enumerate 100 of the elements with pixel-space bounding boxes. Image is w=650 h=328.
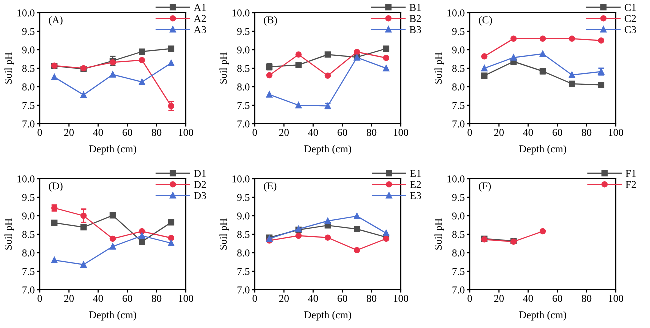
x-axis-title: Depth (cm) <box>519 311 566 321</box>
y-tick-label: 8.0 <box>452 84 465 91</box>
annotation: (C) <box>479 16 492 26</box>
y-tick-label: 9.5 <box>237 194 250 202</box>
x-tick-label: 80 <box>582 129 592 136</box>
x-tick-label: 40 <box>523 129 534 136</box>
y-tick-label: 7.5 <box>452 102 465 110</box>
legend-label: F1 <box>626 170 636 178</box>
x-tick-label: 100 <box>394 129 408 136</box>
annotation: (B) <box>264 16 278 26</box>
x-tick-label: 40 <box>308 129 318 136</box>
x-tick-label: 100 <box>609 129 624 136</box>
y-tick-label: 7.0 <box>22 286 35 294</box>
legend-label: D3 <box>194 192 206 200</box>
annotation: (F) <box>479 182 492 192</box>
y-axis-title: Soil pH <box>4 218 14 250</box>
x-axis-title: Depth (cm) <box>89 311 136 321</box>
y-tick-label: 7.5 <box>238 102 250 110</box>
x-tick-label: 0 <box>38 129 42 136</box>
y-tick-label: 8.5 <box>22 65 35 72</box>
x-axis-title: Depth (cm) <box>519 145 566 155</box>
x-tick-label: 20 <box>279 295 290 302</box>
x-tick-label: 100 <box>179 295 194 302</box>
y-tick-label: 7.5 <box>22 268 35 276</box>
y-tick-label: 10.0 <box>18 176 35 183</box>
y-tick-label: 9.5 <box>452 28 465 36</box>
x-tick-label: 60 <box>552 295 562 302</box>
y-tick-label: 7.0 <box>452 120 465 128</box>
x-axis-title: Depth (cm) <box>304 311 352 321</box>
y-tick-label: 9.0 <box>237 212 250 220</box>
y-tick-label: 8.5 <box>452 231 465 238</box>
legend-label: A1 <box>194 4 206 12</box>
legend-label: B3 <box>410 26 422 34</box>
y-tick-label: 9.0 <box>237 46 250 54</box>
annotation: (E) <box>264 182 277 192</box>
legend-label: F2 <box>626 181 636 188</box>
x-tick-label: 40 <box>523 295 534 302</box>
x-axis-title: Depth (cm) <box>89 145 136 155</box>
x-tick-label: 20 <box>64 129 74 136</box>
x-axis-title: Depth (cm) <box>304 145 352 155</box>
x-tick-label: 80 <box>582 295 592 302</box>
legend-label: D1 <box>194 170 206 178</box>
y-tick-label: 7.0 <box>238 286 250 294</box>
x-tick-label: 100 <box>394 295 408 302</box>
legend-label: E1 <box>410 170 422 178</box>
x-tick-label: 100 <box>609 295 624 302</box>
x-tick-label: 40 <box>308 295 318 302</box>
y-tick-label: 8.0 <box>238 250 250 257</box>
x-tick-label: 20 <box>64 295 74 302</box>
y-tick-label: 10.0 <box>448 176 465 183</box>
x-tick-label: 60 <box>338 295 348 302</box>
y-tick-label: 10.0 <box>448 10 465 17</box>
x-tick-label: 20 <box>279 129 290 136</box>
x-tick-label: 0 <box>252 295 258 302</box>
y-tick-label: 9.0 <box>22 212 35 220</box>
y-tick-label: 9.0 <box>452 212 465 220</box>
y-tick-label: 8.0 <box>22 250 35 257</box>
y-tick-label: 10.0 <box>18 10 35 17</box>
y-tick-label: 8.5 <box>238 65 250 72</box>
y-axis-title: Soil pH <box>4 52 14 84</box>
y-axis-title: Soil pH <box>434 218 444 250</box>
x-tick-label: 0 <box>468 295 472 302</box>
x-tick-label: 0 <box>468 129 472 136</box>
x-tick-label: 80 <box>152 129 162 136</box>
y-tick-label: 8.5 <box>452 65 465 72</box>
legend-label: D2 <box>194 181 206 188</box>
y-tick-label: 9.0 <box>22 46 35 54</box>
y-tick-label: 9.5 <box>237 28 250 36</box>
annotation: (D) <box>49 182 63 192</box>
x-tick-label: 0 <box>252 129 258 136</box>
y-axis-title: Soil pH <box>220 52 230 84</box>
x-tick-label: 60 <box>552 129 562 136</box>
x-tick-label: 20 <box>494 129 504 136</box>
legend-label: B1 <box>410 4 422 12</box>
legend-label: E3 <box>410 192 422 200</box>
y-tick-label: 7.5 <box>22 102 35 110</box>
y-tick-label: 7.0 <box>22 120 35 128</box>
legend-label: C3 <box>624 26 636 34</box>
y-tick-label: 10.0 <box>232 10 250 17</box>
x-tick-label: 80 <box>366 129 377 136</box>
y-tick-label: 7.0 <box>238 120 250 128</box>
x-tick-label: 20 <box>494 295 504 302</box>
x-tick-label: 0 <box>38 295 42 302</box>
legend-label: B2 <box>410 15 422 22</box>
y-tick-label: 7.0 <box>452 286 465 294</box>
x-tick-label: 60 <box>338 129 348 136</box>
x-tick-label: 100 <box>179 129 194 136</box>
x-tick-label: 80 <box>152 295 162 302</box>
y-tick-label: 9.5 <box>22 194 35 202</box>
x-tick-label: 60 <box>122 295 132 302</box>
y-tick-label: 8.5 <box>22 231 35 238</box>
y-axis-title: Soil pH <box>220 218 230 250</box>
x-tick-label: 40 <box>93 295 104 302</box>
y-tick-label: 7.5 <box>238 268 250 276</box>
y-axis-title: Soil pH <box>434 52 444 84</box>
x-tick-label: 40 <box>93 129 104 136</box>
y-tick-label: 10.0 <box>232 176 250 183</box>
y-tick-label: 8.0 <box>238 84 250 91</box>
y-tick-label: 8.0 <box>22 84 35 91</box>
y-tick-label: 9.0 <box>452 46 465 54</box>
